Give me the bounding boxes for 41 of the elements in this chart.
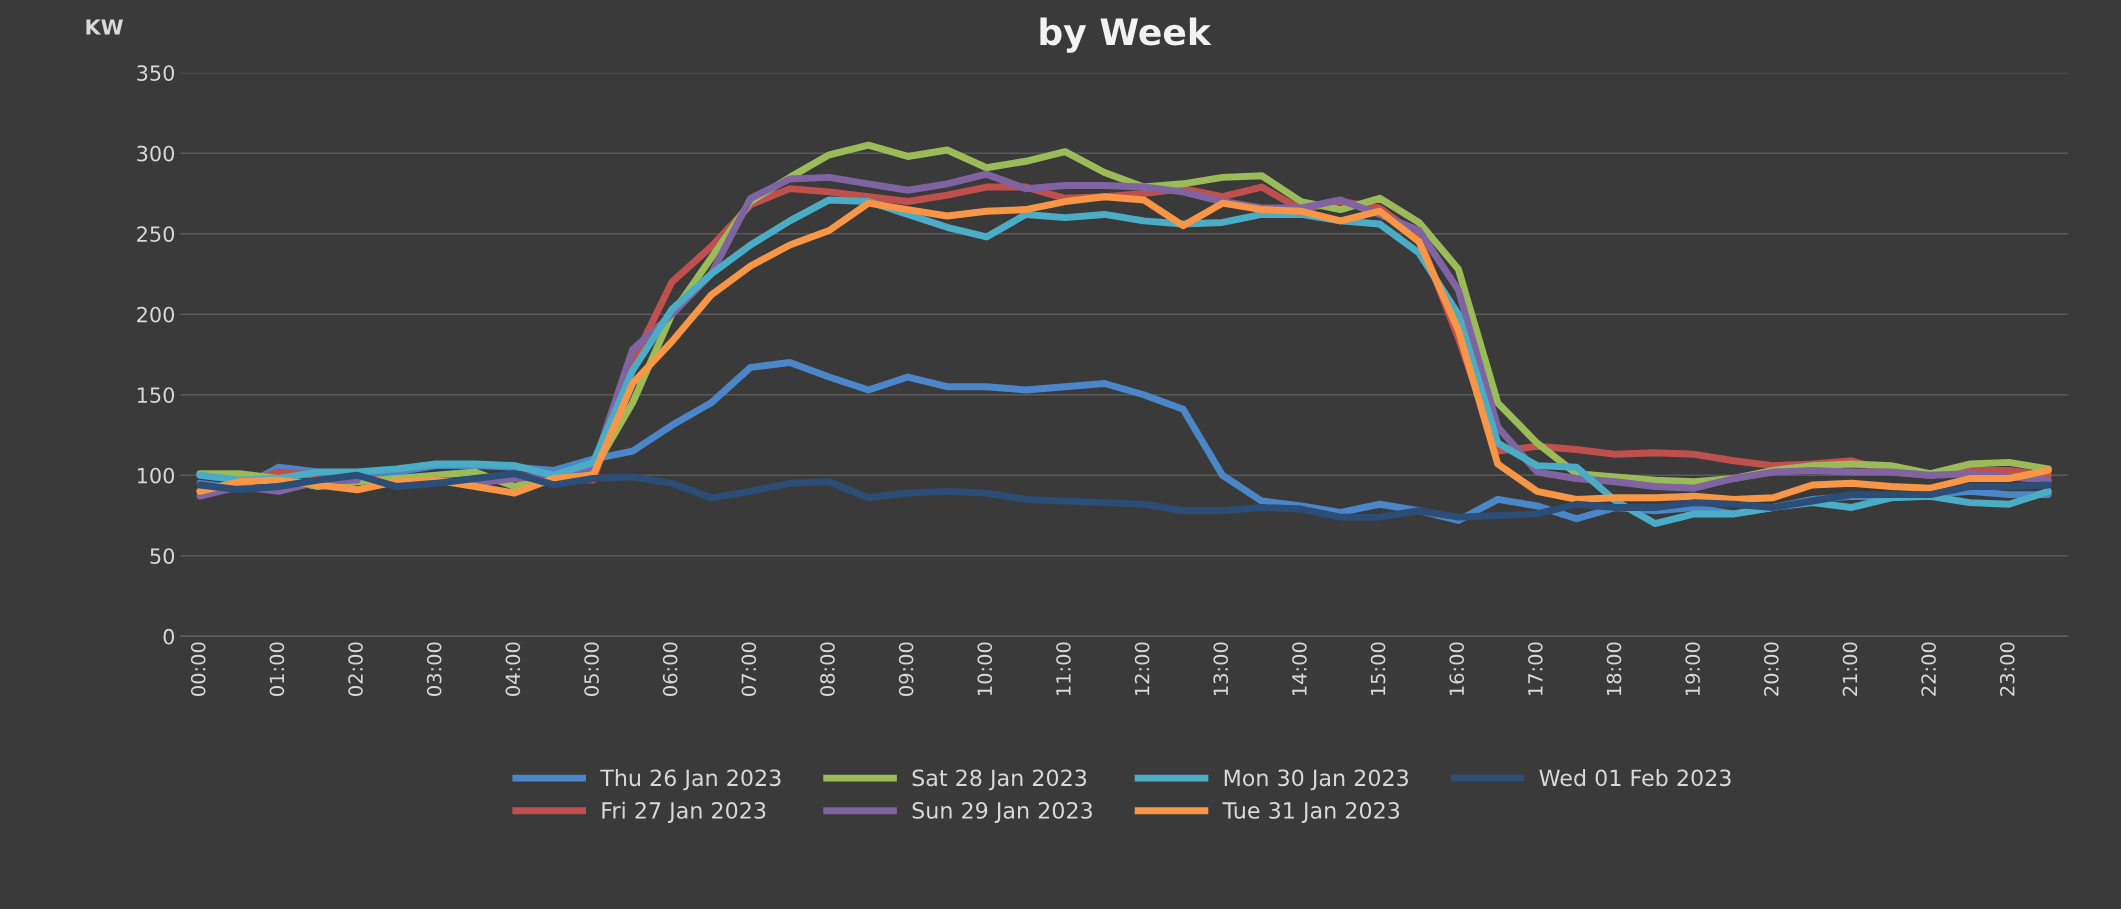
y-tick-label: 100	[137, 467, 175, 484]
x-tick-label: 08:00	[820, 642, 835, 696]
x-tick-label: 16:00	[1449, 642, 1465, 696]
x-tick-label: 04:00	[505, 642, 521, 696]
x-tick-label: 06:00	[662, 642, 678, 696]
y-tick-label: 0	[163, 628, 175, 645]
y-tick-label: 250	[137, 226, 175, 242]
x-tick-label: 02:00	[348, 642, 363, 696]
x-tick-label: 09:00	[898, 642, 914, 696]
x-tick-label: 05:00	[584, 642, 599, 696]
x-tick-label: 14:00	[1292, 642, 1307, 696]
y-tick-label: 300	[137, 145, 175, 162]
x-tick-label: 00:00	[190, 642, 206, 696]
x-tick-label: 13:00	[1213, 642, 1229, 696]
legend-label: Sun 29 Jan 2023	[912, 802, 1092, 823]
x-tick-label: 11:00	[1056, 642, 1071, 696]
legend-label: Mon 30 Jan 2023	[1224, 769, 1408, 791]
legend-label: Tue 31 Jan 2023	[1222, 802, 1400, 823]
x-tick-label: 21:00	[1842, 642, 1858, 696]
x-tick-label: 19:00	[1685, 642, 1701, 696]
legend-label: Fri 27 Jan 2023	[602, 801, 766, 823]
y-tick-label: 350	[137, 65, 175, 81]
legend-label: Thu 26 Jan 2023	[600, 769, 781, 791]
x-tick-label: 10:00	[977, 642, 993, 696]
x-tick-label: 18:00	[1606, 642, 1622, 696]
x-tick-label: 22:00	[1921, 642, 1936, 696]
x-tick-label: 17:00	[1528, 642, 1543, 696]
x-tick-label: 23:00	[1999, 642, 2015, 696]
x-tick-label: 03:00	[426, 642, 442, 696]
x-tick-label: 20:00	[1763, 642, 1779, 696]
y-tick-label: 200	[137, 306, 175, 323]
x-tick-label: 07:00	[741, 642, 757, 696]
y-axis-title: KW	[86, 19, 123, 35]
x-tick-label: 01:00	[269, 642, 285, 696]
chart-title: by Week	[1040, 17, 1212, 53]
y-tick-label: 50	[150, 548, 175, 564]
legend-label: Wed 01 Feb 2023	[1539, 769, 1731, 787]
legend-label: Sat 28 Jan 2023	[912, 769, 1087, 791]
x-tick-label: 15:00	[1370, 642, 1386, 696]
y-tick-label: 150	[137, 387, 175, 403]
x-tick-label: 12:00	[1134, 642, 1150, 696]
